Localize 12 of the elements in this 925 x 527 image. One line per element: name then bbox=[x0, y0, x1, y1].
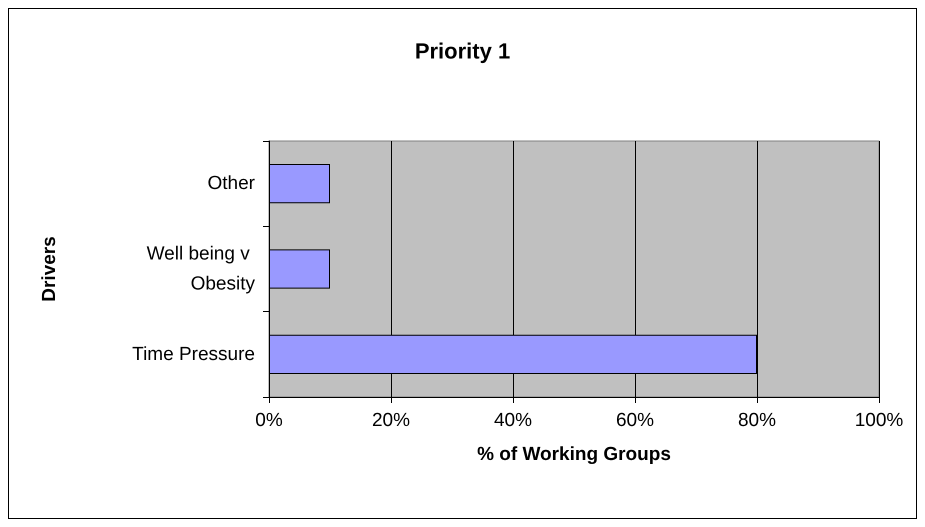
chart-title: Priority 1 bbox=[414, 38, 510, 64]
y-tick-label: Well being v Obesity bbox=[146, 244, 256, 294]
x-axis-title: % of Working Groups bbox=[477, 444, 671, 465]
x-tick-label: 80% bbox=[738, 410, 776, 431]
x-tick-label: 0% bbox=[255, 410, 283, 431]
x-tick-label: 20% bbox=[372, 410, 410, 431]
y-tick-label: Other bbox=[207, 173, 256, 194]
y-axis-title: Drivers bbox=[39, 236, 60, 302]
x-tick-label: 100% bbox=[854, 410, 904, 431]
x-tick-label: 60% bbox=[616, 410, 654, 431]
y-tick-label: Time Pressure bbox=[132, 344, 255, 365]
x-tick-label: 40% bbox=[494, 410, 532, 431]
